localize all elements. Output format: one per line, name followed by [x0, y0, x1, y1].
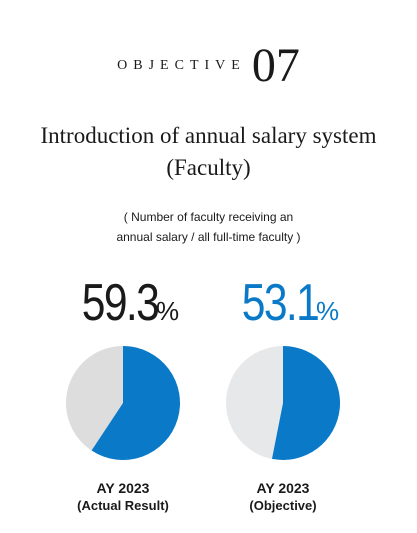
actual-caption-year: AY 2023 [96, 480, 150, 496]
objective-label: OBJECTIVE [117, 58, 246, 73]
objective-number: 07 [251, 39, 300, 92]
objective-percentage: 53.1% [192, 273, 372, 333]
actual-caption-label: (Actual Result) [77, 498, 169, 513]
objective-caption: AY 2023 (Objective) [203, 480, 363, 514]
objective-percent-sign: % [316, 296, 340, 326]
actual-value-label: 59.3 [81, 274, 160, 332]
actual-pie-remainder-slice [66, 346, 123, 451]
actual-percentage: 59.3% [32, 273, 212, 333]
subtitle-line-1: ( Number of faculty receiving an [123, 210, 294, 224]
objective-pie-value-slice [271, 346, 341, 460]
objective-pie-remainder-slice [226, 346, 283, 459]
actual-pie-value-slice [91, 346, 181, 460]
objective-heading: OBJECTIVE 07 [0, 38, 417, 93]
actual-percent-sign: % [156, 296, 180, 326]
objective-caption-label: (Objective) [249, 498, 317, 513]
subtitle-line-2: annual salary / all full-time faculty ) [116, 230, 301, 244]
objective-caption-year: AY 2023 [256, 480, 310, 496]
title-line-2: (Faculty) [166, 155, 251, 180]
chart-subtitle: ( Number of faculty receiving an annual … [0, 207, 417, 247]
objective-value-label: 53.1 [241, 274, 320, 332]
title-line-1: Introduction of annual salary system [40, 123, 377, 148]
actual-caption: AY 2023 (Actual Result) [43, 480, 203, 514]
objective-pie-chart [226, 346, 341, 460]
actual-pie-chart [66, 346, 181, 460]
page-title: Introduction of annual salary system (Fa… [0, 120, 417, 184]
